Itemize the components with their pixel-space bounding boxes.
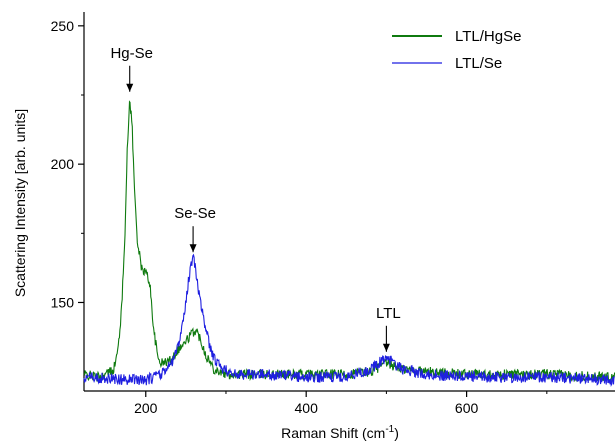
legend: LTL/HgSe LTL/Se (392, 28, 521, 72)
peak-annotations: Hg-Se Se-Se LTL (110, 45, 401, 352)
axis-ticks: 200 400 600 150 200 250 (51, 18, 548, 416)
arrow-head (126, 83, 134, 92)
legend-label: LTL/HgSe (455, 28, 521, 45)
peak-label: Hg-Se (110, 45, 153, 62)
series-layer (83, 100, 615, 387)
y-tick-label: 150 (51, 294, 75, 310)
legend-label: LTL/Se (455, 55, 502, 72)
x-tick-label: 600 (455, 400, 479, 416)
series-line-ltl-hgse (83, 100, 615, 383)
x-tick-label: 400 (295, 400, 319, 416)
plot-frame (83, 12, 615, 392)
y-axis-title: Scattering Intensity [arb. units] (12, 109, 28, 297)
x-tick-label: 200 (134, 400, 158, 416)
peak-label: Se-Se (174, 205, 216, 222)
y-tick-label: 250 (51, 18, 75, 34)
arrow-head (382, 343, 390, 352)
y-tick-label: 200 (51, 156, 75, 172)
series-line-ltl-se (83, 253, 615, 387)
peak-label: LTL (376, 305, 401, 322)
x-axis-title: Raman Shift (cm-1) (281, 424, 399, 441)
arrow-head (189, 244, 197, 253)
